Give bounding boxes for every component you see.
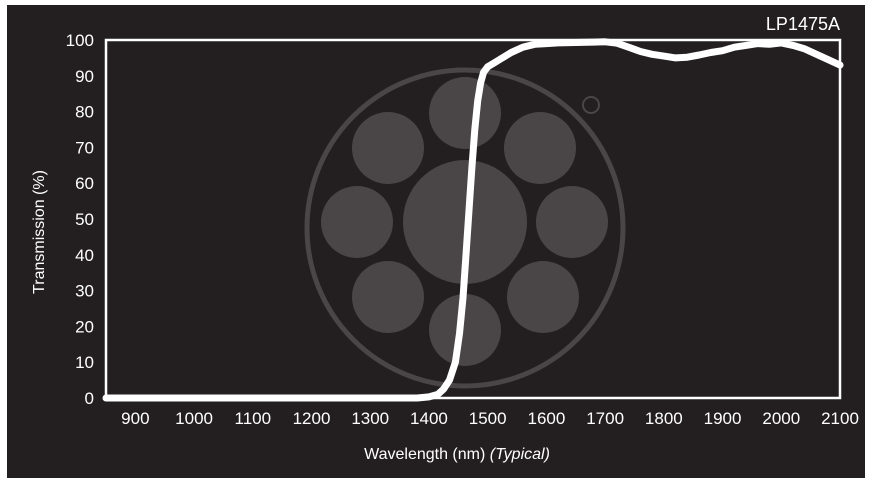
x-tick-label: 1600 — [527, 409, 565, 428]
y-tick-label: 70 — [75, 138, 94, 157]
watermark-dot — [536, 186, 608, 258]
x-axis-title-main: Wavelength (nm) — [364, 446, 485, 463]
y-tick-label: 30 — [75, 282, 94, 301]
chart-title: LP1475A — [766, 14, 840, 34]
x-tick-label: 900 — [121, 409, 149, 428]
watermark-dot — [504, 112, 576, 184]
x-tick-label: 1100 — [235, 409, 272, 428]
x-tick-label: 2100 — [821, 409, 859, 428]
x-tick-label: 2000 — [762, 409, 800, 428]
y-tick-label: 50 — [75, 210, 94, 229]
watermark-dot — [321, 186, 393, 258]
y-tick-label: 90 — [75, 67, 94, 86]
series-layer — [102, 38, 844, 402]
registered-mark-icon — [582, 96, 600, 114]
watermark-dot — [352, 112, 424, 184]
y-tick-label: 80 — [75, 103, 94, 122]
watermark-dot — [507, 261, 579, 333]
watermark-dot — [352, 261, 424, 333]
x-tick-label: 1000 — [175, 409, 213, 428]
y-tick-label: 60 — [75, 174, 94, 193]
x-axis-title: Wavelength (nm) (Typical) — [364, 446, 550, 463]
x-tick-label: 1700 — [586, 409, 624, 428]
watermark-dot — [429, 77, 501, 149]
y-tick-label: 20 — [75, 317, 94, 336]
plot-frame — [104, 38, 842, 400]
watermark-dot — [429, 294, 501, 366]
transmission-curve — [102, 38, 844, 402]
x-tick-label: 1400 — [410, 409, 448, 428]
y-axis-ticks: 0 10 20 30 40 50 60 70 80 90 100 — [66, 31, 94, 408]
x-tick-label: 1200 — [293, 409, 331, 428]
y-tick-label: 100 — [66, 31, 94, 50]
x-tick-label: 1900 — [704, 409, 742, 428]
x-tick-label: 1800 — [645, 409, 683, 428]
x-tick-label: 1300 — [351, 409, 389, 428]
y-tick-label: 0 — [85, 389, 94, 408]
x-axis-ticks: 900 1000 1100 1200 1300 1400 1500 1600 1700 1800 1… — [121, 409, 859, 428]
x-tick-label: 1500 — [469, 409, 507, 428]
y-axis-title: Transmission (%) — [31, 170, 48, 294]
y-tick-label: 40 — [75, 246, 94, 265]
watermark-ring — [304, 67, 626, 389]
x-axis-title-suffix: (Typical) — [490, 446, 550, 463]
y-tick-label: 10 — [75, 353, 94, 372]
